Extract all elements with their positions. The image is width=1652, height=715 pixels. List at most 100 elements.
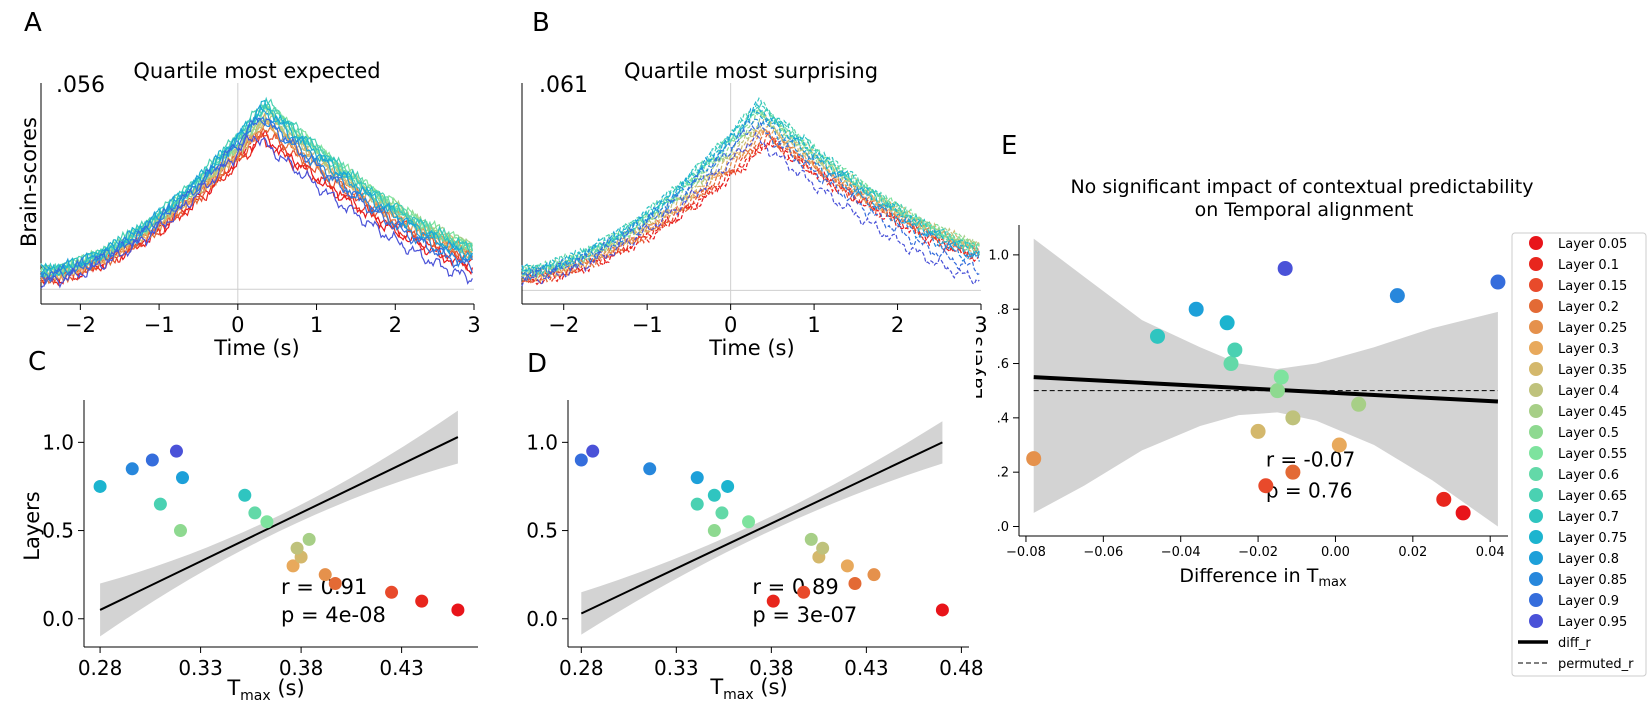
panel-c-data-point (169, 444, 183, 458)
panel-c-x-tick-label: 0.33 (178, 656, 223, 680)
legend-entry-label: Layer 0.2 (1558, 300, 1619, 315)
panel-e-x-tick-label: 0.04 (1476, 545, 1505, 560)
legend-entry-label: Layer 0.6 (1558, 468, 1619, 483)
panel-e-y-tick-label: .6 (997, 357, 1009, 372)
legend-marker (1529, 572, 1543, 586)
panel-letter-c: C (28, 347, 46, 377)
panel-e-y-tick-label: .8 (997, 303, 1009, 318)
panel-d-data-point (840, 559, 854, 573)
panel-d-data-point (690, 497, 704, 511)
legend-marker (1529, 551, 1543, 565)
legend-entry-label: Layer 0.55 (1558, 447, 1627, 462)
panel-c-data-point (238, 488, 252, 502)
legend-marker (1529, 299, 1543, 313)
panel-d-data-point (690, 471, 704, 485)
legend-entry-label: Layer 0.1 (1558, 258, 1619, 273)
panel-e-x-tick-label: −0.04 (1161, 545, 1201, 560)
legend-entry-label: Layer 0.95 (1558, 615, 1627, 630)
panel-b-series-line (521, 100, 980, 275)
panel-e-data-point (1223, 356, 1239, 372)
panel-d-scatter-surprising: Tmax (s) r = 0.89 p = 3e-07 0.28 0.33 0.38… (526, 400, 984, 703)
panel-c-data-point (302, 532, 316, 546)
panel-e-data-point (1331, 437, 1347, 453)
panel-d-data-point (715, 506, 729, 520)
panel-c-data-point (176, 471, 189, 485)
legend-entry-label: Layer 0.75 (1558, 531, 1627, 546)
panel-d-data-point (867, 568, 881, 582)
panel-b-timecourse-surprising: Quartile most surprising .061 Time (s) −… (521, 59, 988, 360)
panel-e-data-point (1219, 315, 1235, 331)
panel-a-series-line (40, 117, 473, 286)
legend-entry-label: Layer 0.35 (1558, 363, 1627, 378)
panel-e-x-axis-label: Difference in Tmax (1179, 565, 1347, 590)
panel-e-data-point (1273, 369, 1289, 385)
panel-c-data-point (451, 603, 465, 617)
panel-d-xlabel-unit: (s) (754, 675, 788, 699)
panel-c-data-point (260, 515, 274, 529)
panel-c-data-point (290, 541, 304, 555)
panel-b-series-line (521, 107, 980, 278)
legend-marker (1529, 278, 1543, 292)
panel-d-regression-line (580, 441, 943, 615)
panel-a-timecourse-expected: Quartile most expected .056 Brain-scores… (17, 59, 481, 360)
panel-d-x-tick-label: 0.48 (939, 656, 984, 680)
panel-c-data-point (318, 568, 332, 582)
panel-c-data-point (153, 497, 167, 511)
legend-entry-label: Layer 0.05 (1558, 237, 1627, 252)
panel-d-data-point (707, 524, 721, 538)
panel-d-data-point (742, 515, 756, 529)
panel-b-title: Quartile most surprising (624, 59, 878, 83)
panel-e-data-point (1188, 301, 1204, 317)
panel-c-data-point (286, 559, 300, 573)
panel-d-data-point (816, 541, 830, 555)
panel-a-series-line (40, 134, 473, 289)
legend-marker (1529, 593, 1543, 607)
panel-e-x-tick-label: 0.00 (1321, 545, 1350, 560)
legend-entry-label: Layer 0.7 (1558, 510, 1619, 525)
panel-c-xlabel-sub: max (240, 688, 271, 704)
legend-marker (1529, 614, 1543, 628)
panel-c-scatter-expected: Layers Tmax (s) r = 0.91 p = 4e-08 0.28 0… (20, 400, 478, 704)
panel-letter-e: E (1001, 131, 1017, 161)
legend-marker (1529, 341, 1543, 355)
panel-d-data-point (797, 585, 811, 599)
panel-a-x-tick-label: −2 (65, 313, 96, 337)
panel-e-data-point (1269, 383, 1285, 399)
legend-marker (1529, 236, 1543, 250)
panel-letter-d: D (527, 349, 547, 379)
panel-e-xlabel-main: Difference in T (1179, 565, 1318, 587)
panel-d-data-point (643, 462, 657, 476)
panel-e-xlabel-sub: max (1318, 575, 1347, 590)
panel-e-confidence-band (1033, 238, 1498, 527)
panel-e-data-point (1258, 478, 1274, 494)
panel-b-series-line (521, 101, 980, 277)
panel-a-title: Quartile most expected (133, 59, 380, 83)
panel-d-y-tick-label: 0.0 (526, 607, 558, 631)
panel-c-x-axis-label: Tmax (s) (226, 676, 304, 704)
panel-e-data-point (1455, 505, 1471, 521)
panel-e-data-point (1490, 274, 1506, 290)
panel-e-data-point (1227, 342, 1243, 358)
legend-marker (1529, 530, 1543, 544)
panel-e-data-point (1149, 328, 1165, 344)
panel-a-series-line (40, 115, 473, 283)
panel-e-y-axis-label-mask (955, 330, 976, 410)
panel-d-data-point (935, 603, 949, 617)
panel-e-data-point (1351, 396, 1367, 412)
legend-entry-label: Layer 0.8 (1558, 552, 1619, 567)
panel-b-x-axis-label: Time (s) (708, 336, 794, 360)
legend-marker (1529, 488, 1543, 502)
panel-d-x-tick-label: 0.33 (654, 656, 699, 680)
legend-entry-label: permuted_r (1558, 657, 1634, 672)
panel-c-y-tick-label: 0.0 (42, 607, 74, 631)
panel-c-regression-line (99, 436, 459, 611)
panel-d-x-tick-label: 0.43 (844, 656, 889, 680)
panel-c-x-tick-label: 0.38 (279, 656, 324, 680)
panel-a-series-line (40, 104, 473, 278)
panel-d-data-point (574, 453, 588, 467)
legend: Layer 0.05 Layer 0.1 Layer 0.15 Layer 0.2 La… (1511, 232, 1647, 677)
panel-e-stat-p: p = 0.76 (1266, 479, 1353, 503)
panel-e-data-point (1250, 423, 1266, 439)
panel-c-stat-p: p = 4e-08 (281, 603, 386, 627)
legend-marker (1529, 320, 1543, 334)
